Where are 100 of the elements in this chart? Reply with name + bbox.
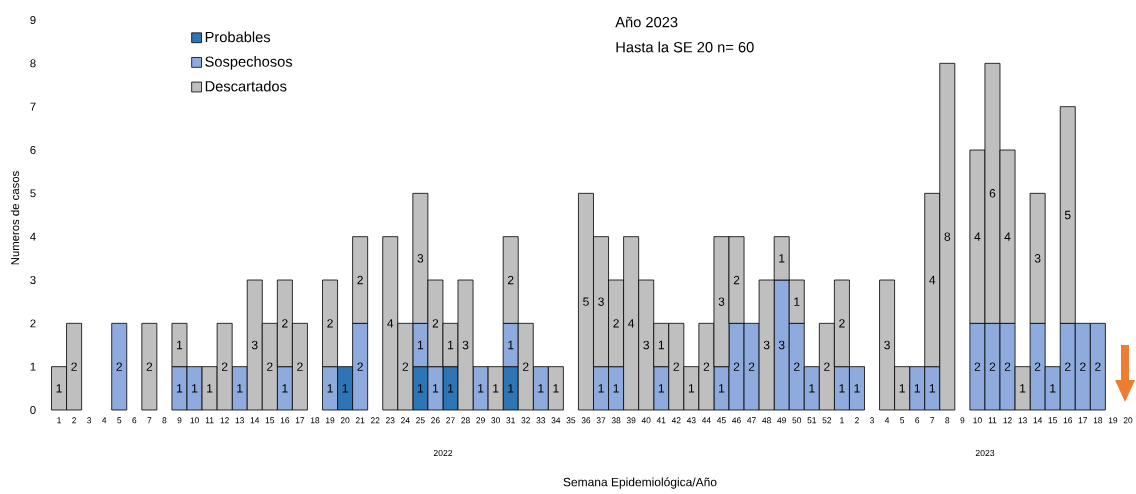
x-tick-label: 45 bbox=[716, 417, 726, 424]
x-tick-label: 24 bbox=[401, 417, 410, 424]
data-label: 1 bbox=[478, 384, 484, 393]
data-label: 3 bbox=[417, 254, 424, 263]
data-label: 1 bbox=[207, 384, 213, 393]
data-label: 3 bbox=[718, 297, 725, 306]
data-label: 2 bbox=[733, 362, 740, 371]
data-label: 3 bbox=[462, 340, 469, 350]
x-tick-label: 50 bbox=[792, 417, 802, 424]
data-label: 2 bbox=[733, 275, 740, 285]
data-label: 1 bbox=[1050, 384, 1056, 393]
x-tick-label: 9 bbox=[960, 417, 965, 424]
data-label: 2 bbox=[357, 275, 363, 285]
data-label: 2 bbox=[297, 362, 303, 371]
data-label: 1 bbox=[282, 384, 288, 393]
x-tick-label: 5 bbox=[900, 417, 905, 424]
data-label: 3 bbox=[251, 340, 258, 350]
data-label: 2 bbox=[327, 319, 333, 328]
data-label: 1 bbox=[538, 384, 544, 393]
x-tick-label: 37 bbox=[596, 417, 606, 424]
data-label: 1 bbox=[327, 384, 333, 393]
y-tick-label: 3 bbox=[30, 276, 36, 285]
data-label: 3 bbox=[763, 340, 770, 350]
x-tick-label: 8 bbox=[162, 417, 167, 424]
x-tick-label: 43 bbox=[686, 417, 696, 424]
x-tick-label: 5 bbox=[117, 417, 122, 424]
data-label: 2 bbox=[71, 362, 77, 371]
data-label: 1 bbox=[779, 254, 785, 263]
x-tick-label: 16 bbox=[280, 417, 290, 424]
x-tick-label: 16 bbox=[1063, 417, 1073, 424]
legend-label: Probables bbox=[205, 31, 271, 43]
x-tick-label: 11 bbox=[988, 417, 997, 424]
x-tick-label: 20 bbox=[340, 417, 350, 424]
data-label: 2 bbox=[794, 362, 800, 371]
data-label: 5 bbox=[583, 297, 589, 306]
data-label: 3 bbox=[778, 340, 785, 350]
x-tick-label: 29 bbox=[476, 417, 485, 424]
data-label: 3 bbox=[598, 297, 604, 306]
data-label: 1 bbox=[613, 384, 619, 393]
data-label: 1 bbox=[794, 297, 800, 306]
x-tick-label: 20 bbox=[1123, 417, 1133, 424]
data-label: 2 bbox=[267, 362, 273, 371]
x-tick-label: 34 bbox=[551, 417, 561, 424]
x-tick-label: 8 bbox=[945, 417, 950, 424]
data-label: 4 bbox=[1004, 232, 1011, 241]
data-label: 1 bbox=[493, 384, 499, 393]
data-label: 1 bbox=[342, 384, 348, 393]
data-label: 2 bbox=[523, 362, 529, 371]
x-tick-label: 3 bbox=[87, 417, 92, 424]
x-tick-label: 49 bbox=[777, 417, 786, 424]
x-tick-label: 10 bbox=[973, 417, 982, 424]
data-label: 1 bbox=[719, 384, 725, 393]
data-label: 2 bbox=[432, 319, 439, 328]
x-tick-label: 35 bbox=[566, 417, 576, 424]
x-tick-label: 6 bbox=[915, 417, 920, 424]
y-tick-label: 7 bbox=[30, 102, 36, 111]
data-label: 2 bbox=[1095, 362, 1101, 371]
x-tick-label: 30 bbox=[491, 417, 500, 424]
x-tick-label: 25 bbox=[416, 417, 425, 424]
data-label: 1 bbox=[809, 384, 815, 393]
data-label: 1 bbox=[929, 384, 935, 393]
data-label: 1 bbox=[1020, 384, 1026, 393]
x-tick-label: 14 bbox=[1033, 417, 1043, 424]
x-tick-label: 15 bbox=[265, 417, 275, 424]
x-tick-label: 6 bbox=[132, 417, 137, 424]
x-tick-label: 14 bbox=[250, 417, 260, 424]
data-label: 1 bbox=[508, 384, 514, 393]
data-label: 2 bbox=[1065, 362, 1071, 371]
annotation: Año 2023 bbox=[615, 16, 678, 28]
y-tick-label: 9 bbox=[30, 16, 36, 25]
x-tick-label: 19 bbox=[326, 417, 335, 424]
x-tick-label: 18 bbox=[1093, 417, 1103, 424]
x-tick-label: 44 bbox=[701, 417, 711, 424]
x-tick-label: 4 bbox=[884, 417, 890, 424]
x-tick-label: 15 bbox=[1048, 417, 1058, 424]
data-label: 1 bbox=[688, 384, 695, 393]
data-label: 1 bbox=[433, 384, 439, 393]
data-label: 4 bbox=[628, 319, 635, 328]
x-tick-label: 17 bbox=[1078, 417, 1088, 424]
data-label: 1 bbox=[417, 384, 424, 393]
x-tick-label: 31 bbox=[506, 417, 515, 424]
x-tick-label: 33 bbox=[536, 417, 546, 424]
data-label: 1 bbox=[192, 384, 198, 393]
data-label: 1 bbox=[658, 384, 664, 393]
data-label: 2 bbox=[1080, 362, 1086, 371]
data-label: 1 bbox=[839, 384, 845, 393]
x-tick-label: 52 bbox=[822, 417, 832, 424]
y-axis-title: Numeros de casos bbox=[10, 171, 20, 265]
x-tick-label: 9 bbox=[177, 417, 182, 424]
x-tick-label: 4 bbox=[102, 417, 107, 424]
data-label: 2 bbox=[989, 362, 996, 371]
x-tick-label: 40 bbox=[641, 417, 651, 424]
x-tick-label: 41 bbox=[656, 417, 666, 424]
x-tick-label: 47 bbox=[747, 417, 756, 424]
legend-label: Descartados bbox=[205, 80, 287, 92]
data-label: 3 bbox=[884, 340, 890, 350]
x-tick-label: 12 bbox=[1003, 417, 1012, 424]
data-label: 5 bbox=[1064, 210, 1071, 220]
data-label: 2 bbox=[1034, 362, 1041, 371]
y-tick-label: 5 bbox=[30, 189, 36, 198]
